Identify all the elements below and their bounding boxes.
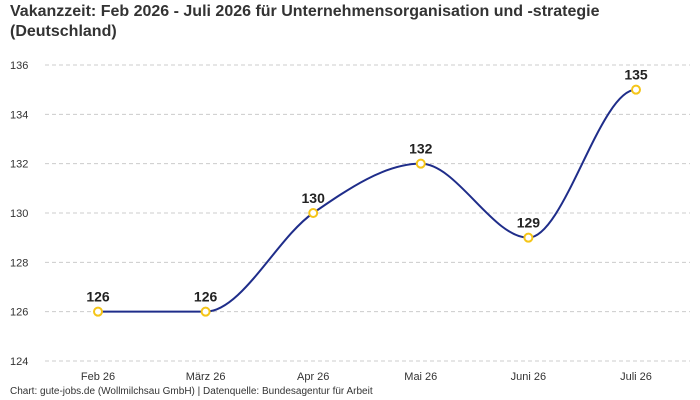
x-tick-label: Juni 26 xyxy=(511,371,546,383)
y-tick-label: 130 xyxy=(10,208,28,220)
data-label: 130 xyxy=(302,190,326,206)
x-tick-label: Juli 26 xyxy=(620,371,652,383)
x-tick-label: Apr 26 xyxy=(297,371,329,383)
y-tick-label: 134 xyxy=(10,109,28,121)
x-axis-ticks: Feb 26 März 26 Apr 26 Mai 26 Juni 26 Juli 26 xyxy=(81,371,652,383)
y-tick-label: 128 xyxy=(10,257,28,269)
data-point xyxy=(200,306,211,317)
data-label: 129 xyxy=(517,215,541,231)
data-point xyxy=(415,158,426,169)
x-tick-label: März 26 xyxy=(186,371,226,383)
y-tick-label: 136 xyxy=(10,60,28,72)
data-point xyxy=(523,232,534,243)
data-label: 126 xyxy=(194,289,218,305)
x-tick-label: Feb 26 xyxy=(81,371,115,383)
data-point xyxy=(308,208,319,218)
data-label: 126 xyxy=(86,289,110,305)
source-footer: Chart: gute-jobs.de (Wollmilchsau GmbH) … xyxy=(10,386,373,397)
y-tick-label: 126 xyxy=(10,307,28,319)
data-label: 135 xyxy=(624,67,648,83)
data-markers xyxy=(93,84,641,317)
data-labels: 126 126 130 132 129 135 xyxy=(86,67,648,305)
y-axis-ticks: 124 126 128 130 132 134 136 xyxy=(10,60,28,368)
y-tick-label: 132 xyxy=(10,159,28,171)
grid-lines xyxy=(45,64,690,362)
data-point xyxy=(631,84,641,95)
data-label: 132 xyxy=(409,141,433,157)
chart-title: Vakanzzeit: Feb 2026 - Juli 2026 für Unt… xyxy=(10,3,600,40)
y-tick-label: 124 xyxy=(10,356,28,368)
series-line xyxy=(98,88,637,313)
data-point xyxy=(93,306,103,317)
x-tick-label: Mai 26 xyxy=(404,371,437,383)
